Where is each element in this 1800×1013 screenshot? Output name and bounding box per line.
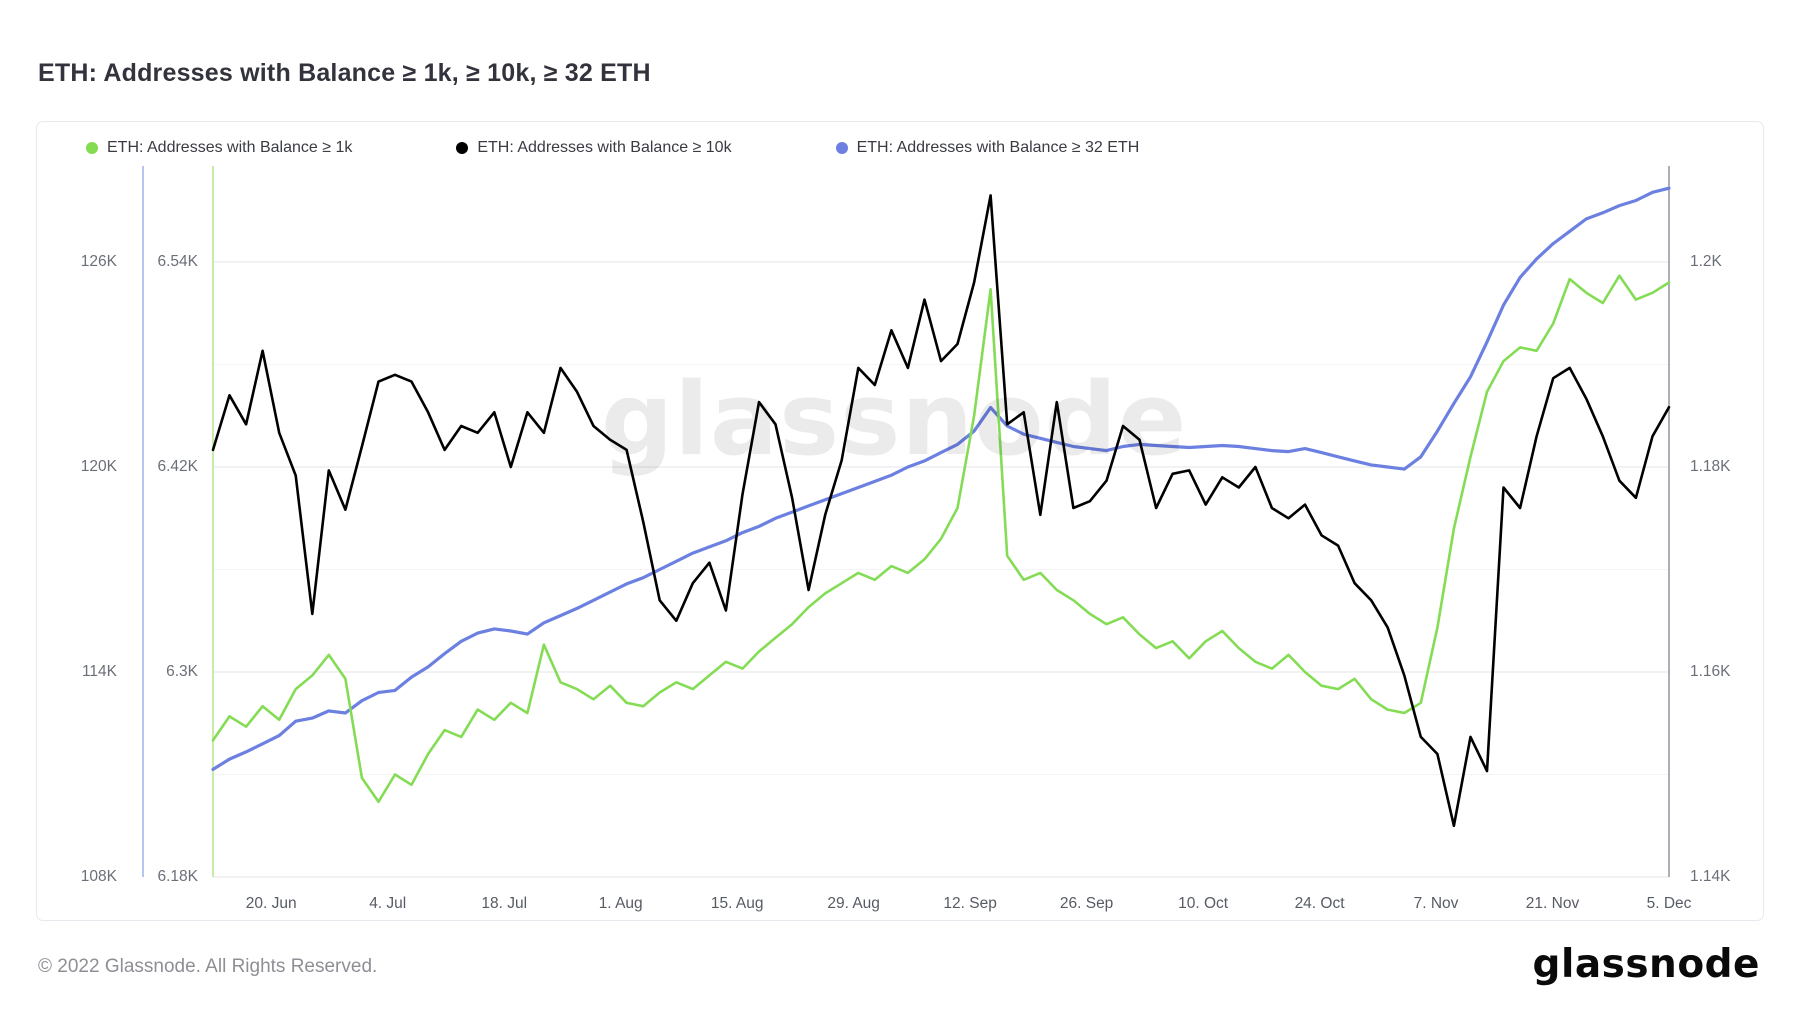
- x-axis-tick-label: 10. Oct: [1178, 895, 1229, 912]
- chart-legend: ETH: Addresses with Balance ≥ 1k ETH: Ad…: [86, 139, 1139, 157]
- y-axis-tick-label: 6.3K: [166, 663, 198, 680]
- x-axis-tick-label: 5. Dec: [1646, 895, 1692, 912]
- glassnode-logo: glassnode: [1532, 942, 1760, 987]
- y-axis-tick-label: 108K: [80, 868, 117, 885]
- y-axis-tick-label: 126K: [80, 253, 117, 270]
- legend-dot-32eth-icon: [835, 142, 848, 154]
- x-axis-tick-label: 18. Jul: [481, 895, 528, 912]
- x-axis-tick-label: 29. Aug: [827, 895, 880, 912]
- legend-dot-1k-icon: [86, 142, 98, 154]
- page-title: ETH: Addresses with Balance ≥ 1k, ≥ 10k,…: [38, 58, 651, 87]
- legend-item-balance-1k[interactable]: ETH: Addresses with Balance ≥ 1k: [86, 139, 352, 157]
- legend-dot-10k-icon: [456, 142, 469, 154]
- legend-label-10k: ETH: Addresses with Balance ≥ 10k: [477, 139, 732, 156]
- x-axis-tick-label: 1. Aug: [598, 895, 643, 912]
- y-axis-tick-label: 1.16K: [1690, 663, 1731, 680]
- y-axis-tick-label: 120K: [80, 458, 117, 475]
- copyright-text: © 2022 Glassnode. All Rights Reserved.: [38, 956, 378, 977]
- y-axis-tick-label: 1.18K: [1690, 458, 1731, 475]
- y-axis-tick-label: 6.42K: [157, 458, 198, 475]
- x-axis-tick-label: 24. Oct: [1294, 895, 1345, 912]
- series-line-1k: [211, 274, 1671, 804]
- x-axis-tick-label: 21. Nov: [1525, 895, 1580, 912]
- x-axis-tick-label: 7. Nov: [1413, 895, 1459, 912]
- y-axis-tick-label: 1.2K: [1690, 253, 1722, 270]
- legend-item-balance-32eth[interactable]: ETH: Addresses with Balance ≥ 32 ETH: [835, 139, 1140, 157]
- legend-label-32eth: ETH: Addresses with Balance ≥ 32 ETH: [856, 139, 1140, 156]
- x-axis-tick-label: 20. Jun: [245, 895, 297, 912]
- y-axis-tick-label: 6.54K: [157, 253, 198, 270]
- x-axis-tick-label: 15. Aug: [710, 895, 764, 912]
- legend-label-1k: ETH: Addresses with Balance ≥ 1k: [107, 139, 353, 156]
- x-axis-tick-label: 4. Jul: [369, 895, 407, 912]
- x-axis-tick-label: 26. Sep: [1059, 895, 1114, 912]
- x-axis-tick-label: 12. Sep: [943, 895, 997, 912]
- y-axis-tick-label: 6.18K: [157, 868, 198, 885]
- y-axis-tick-label: 114K: [81, 663, 117, 680]
- series-line-10k: [211, 194, 1671, 828]
- legend-item-balance-10k[interactable]: ETH: Addresses with Balance ≥ 10k: [456, 139, 732, 157]
- series-line-32eth: [211, 186, 1671, 772]
- y-axis-tick-label: 1.14K: [1690, 868, 1731, 885]
